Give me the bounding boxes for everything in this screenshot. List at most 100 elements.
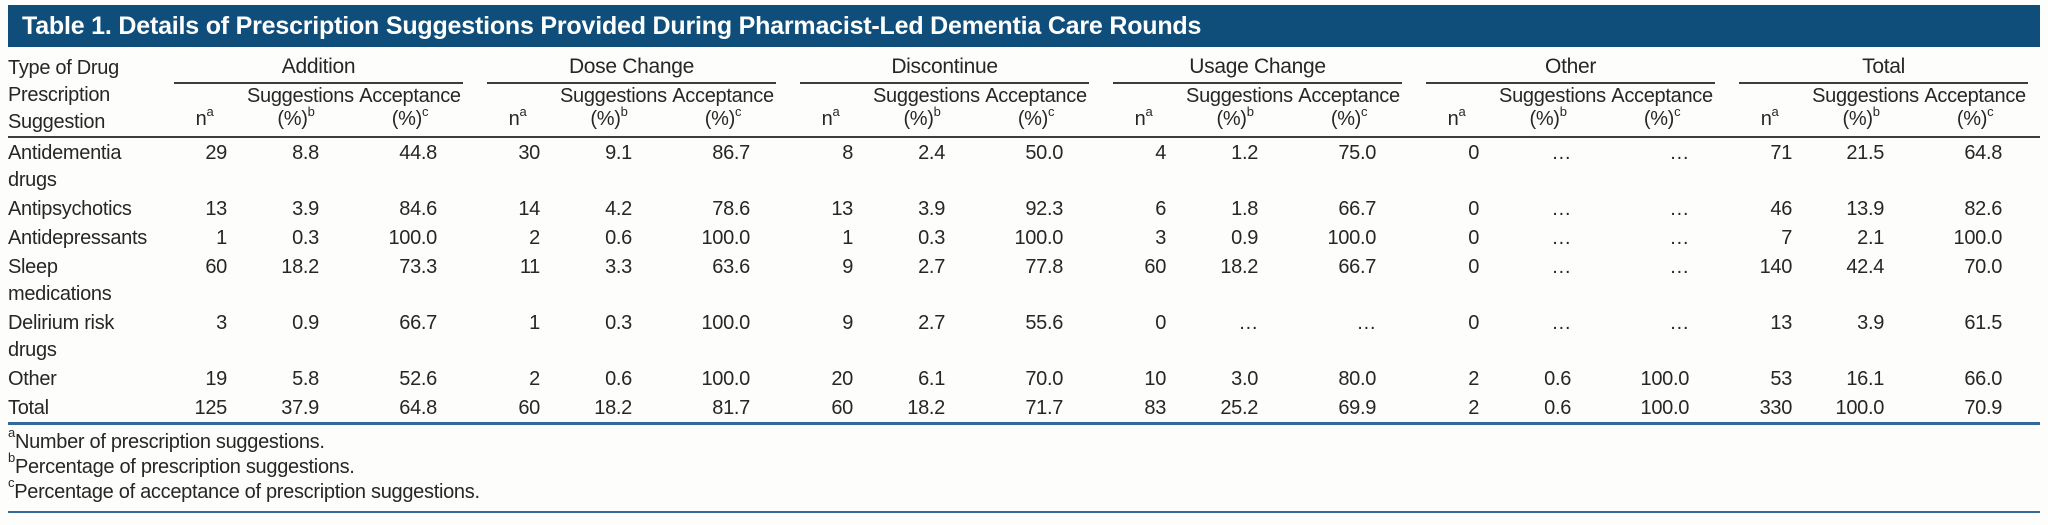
cell: 83 <box>1144 397 1167 419</box>
cell: 0 <box>1468 198 1480 220</box>
cell: 100.0 <box>1953 227 2003 249</box>
cell: 125 <box>194 397 228 419</box>
cell: 3.3 <box>605 256 632 278</box>
cell: 60 <box>518 397 540 419</box>
subheader-acceptance-pct: (%)c <box>1597 105 1728 138</box>
table-title: Table 1. Details of Prescription Suggest… <box>22 12 1202 40</box>
cell: 2 <box>529 368 540 390</box>
subheader-n-spacer <box>475 84 560 108</box>
table-title-bar: Table 1. Details of Prescription Suggest… <box>8 5 2040 47</box>
cell: 100.0 <box>1014 227 1064 249</box>
cell: 70.0 <box>1964 256 2003 278</box>
stub-header: Type of Drug Prescription Suggestion <box>8 47 162 138</box>
cell: 44.8 <box>399 142 437 164</box>
cell: 53 <box>1770 368 1793 390</box>
cell: 29 <box>205 142 227 164</box>
subheader-suggestions: Suggestions <box>1186 85 1293 107</box>
footnotes: aNumber of prescription suggestions. bPe… <box>8 426 2040 505</box>
cell: 8.8 <box>292 142 319 164</box>
table-row-delirium-risk: Delirium risk drugs 3 0.9 66.7 1 0.3 100… <box>8 308 2040 364</box>
subheader-n: na <box>1414 105 1500 138</box>
cell: 2.4 <box>918 142 946 164</box>
cell: 84.6 <box>399 198 437 220</box>
cell: 0 <box>1468 256 1480 278</box>
cell: … <box>1551 198 1572 220</box>
cell: 66.0 <box>1964 368 2003 390</box>
cell: 2.1 <box>1857 227 1885 249</box>
row-label: Total <box>8 397 49 419</box>
cell: 4 <box>1155 142 1167 164</box>
cell: 0.3 <box>292 227 319 249</box>
table-row-other: Other 19 5.8 52.6 2 0.6 100.0 20 6.1 70.… <box>8 364 2040 393</box>
cell: 18.2 <box>594 397 632 419</box>
cell: 0.3 <box>605 312 632 334</box>
row-label: Other <box>8 368 57 390</box>
cell: 9 <box>842 312 854 334</box>
cell: 0 <box>1468 142 1480 164</box>
cell: 1 <box>842 227 854 249</box>
cell: 64.8 <box>399 397 437 419</box>
cell: 92.3 <box>1025 198 1064 220</box>
cell: 18.2 <box>907 397 946 419</box>
cell: 2 <box>1468 368 1480 390</box>
cell: 0.9 <box>292 312 319 334</box>
cell: 1 <box>529 312 540 334</box>
table-row-total: Total 125 37.9 64.8 60 18.2 81.7 60 18.2… <box>8 393 2040 422</box>
subheader-acceptance: Acceptance <box>1924 85 2026 107</box>
subheader-acceptance: Acceptance <box>1298 85 1400 107</box>
cell: … <box>1551 256 1572 278</box>
cell: 0 <box>1155 312 1167 334</box>
cell: 100.0 <box>1327 227 1377 249</box>
cell: 2 <box>529 227 540 249</box>
subheader-suggestions-pct: (%)b <box>560 105 658 138</box>
cell: … <box>1238 312 1259 334</box>
cell: 80.0 <box>1338 368 1377 390</box>
cell: 0.9 <box>1231 227 1259 249</box>
subheader-acceptance-pct: (%)c <box>658 105 789 138</box>
cell: 21.5 <box>1846 142 1885 164</box>
cell: 3.0 <box>1231 368 1259 390</box>
cell: 64.8 <box>1964 142 2003 164</box>
table-row-antidepressants: Antidepressants 1 0.3 100.0 2 0.6 100.0 … <box>8 223 2040 252</box>
cell: … <box>1551 227 1572 249</box>
cell: 50.0 <box>1025 142 1064 164</box>
cell: … <box>1551 312 1572 334</box>
cell: 60 <box>831 397 854 419</box>
subheader-acceptance-pct: (%)c <box>345 105 475 138</box>
table-bottom-rule <box>8 422 2040 425</box>
cell: 55.6 <box>1025 312 1064 334</box>
group-header-discontinue: Discontinue <box>788 47 1101 84</box>
subheader-row-1: Suggestions Acceptance Suggestions Accep… <box>8 84 2040 108</box>
subheader-n-spacer <box>1101 84 1186 108</box>
cell: 70.0 <box>1025 368 1064 390</box>
table-row-antidementia: Antidementia drugs 29 8.8 44.8 30 9.1 86… <box>8 137 2040 194</box>
subheader-suggestions-pct: (%)b <box>247 105 345 138</box>
cell: 100.0 <box>701 368 751 390</box>
row-label: Sleep medications <box>8 256 112 305</box>
subheader-suggestions: Suggestions <box>560 85 667 107</box>
cell: 78.6 <box>712 198 751 220</box>
cell: 20 <box>831 368 854 390</box>
cell: 3.9 <box>918 198 946 220</box>
group-header-row: Type of Drug Prescription Suggestion Add… <box>8 47 2040 138</box>
subheader-acceptance-pct: (%)c <box>1910 105 2041 138</box>
subheader-suggestions-pct: (%)b <box>873 105 972 138</box>
page-bottom-rule <box>8 511 2040 513</box>
cell: 30 <box>518 142 540 164</box>
cell: 100.0 <box>388 227 437 249</box>
cell: 3.9 <box>292 198 319 220</box>
subheader-acceptance-pct: (%)c <box>971 105 1102 138</box>
table-header: Type of Drug Prescription Suggestion Add… <box>8 47 2041 138</box>
cell: 71 <box>1770 142 1793 164</box>
subheader-acceptance: Acceptance <box>672 85 774 107</box>
cell: … <box>1669 142 1690 164</box>
subheader-n: na <box>162 105 247 138</box>
cell: 1.2 <box>1231 142 1259 164</box>
cell: 3.9 <box>1857 312 1885 334</box>
cell: 81.7 <box>712 397 751 419</box>
cell: 5.8 <box>292 368 319 390</box>
cell: 330 <box>1759 397 1793 419</box>
cell: 13.9 <box>1846 198 1885 220</box>
cell: 63.6 <box>712 256 751 278</box>
